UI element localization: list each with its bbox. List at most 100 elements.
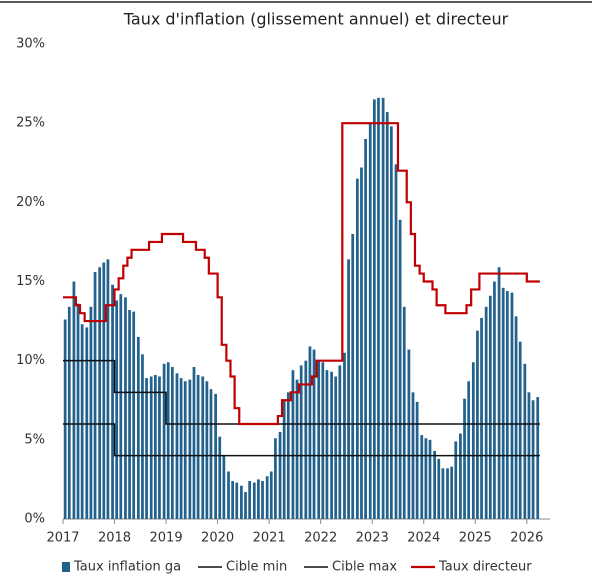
bar xyxy=(102,262,106,519)
bar xyxy=(450,466,454,519)
bar xyxy=(523,363,527,519)
x-tick-label: 2018 xyxy=(98,531,131,546)
bar xyxy=(80,324,84,519)
bar xyxy=(505,291,509,519)
bar xyxy=(377,97,380,519)
bar xyxy=(299,365,303,519)
bar xyxy=(72,281,76,519)
bar xyxy=(274,438,277,519)
legend-label: Cible max xyxy=(332,560,397,575)
bar xyxy=(166,362,170,519)
bar xyxy=(257,479,260,519)
bar xyxy=(227,471,230,519)
y-tick-label: 5% xyxy=(24,432,45,447)
line-series xyxy=(63,423,540,457)
bar xyxy=(76,303,80,519)
bar xyxy=(381,97,385,519)
bar xyxy=(188,379,192,519)
bar xyxy=(471,362,475,519)
bar xyxy=(153,374,157,519)
bar xyxy=(476,330,479,519)
bar xyxy=(63,319,67,519)
bar xyxy=(98,267,102,519)
bar xyxy=(480,317,483,519)
bar xyxy=(261,481,264,519)
bar xyxy=(415,401,419,519)
bar xyxy=(501,287,505,519)
bar xyxy=(437,458,441,519)
bar xyxy=(304,360,308,519)
bar xyxy=(214,393,218,519)
bar xyxy=(364,139,367,519)
bar xyxy=(424,438,428,519)
bar xyxy=(89,306,93,519)
bar xyxy=(170,367,174,519)
bar xyxy=(407,349,411,519)
bar xyxy=(351,234,355,519)
bar xyxy=(518,341,522,519)
chart-title: Taux d'inflation (glissement annuel) et … xyxy=(123,10,509,29)
bar xyxy=(347,259,350,519)
bar xyxy=(433,450,437,519)
bar xyxy=(536,397,540,519)
bar xyxy=(248,481,252,519)
y-tick-label: 0% xyxy=(24,512,45,527)
bar xyxy=(295,379,299,519)
bar xyxy=(218,436,222,519)
bar xyxy=(235,482,239,519)
y-tick-label: 30% xyxy=(16,37,45,52)
bar xyxy=(149,376,153,519)
bar xyxy=(317,360,321,519)
bar xyxy=(441,468,445,519)
bar xyxy=(93,272,97,519)
x-tick-label: 2017 xyxy=(46,531,79,546)
bar xyxy=(244,492,247,519)
bar xyxy=(428,439,432,519)
bar xyxy=(467,381,471,519)
bar xyxy=(334,376,338,519)
bar xyxy=(209,389,213,519)
bar xyxy=(269,471,273,519)
bar xyxy=(282,400,286,519)
bar xyxy=(111,284,114,519)
line-series xyxy=(63,122,540,426)
bar xyxy=(192,367,196,519)
bar xyxy=(175,373,179,519)
y-tick-label: 15% xyxy=(16,274,45,289)
bar xyxy=(278,431,282,519)
x-tick-label: 2021 xyxy=(253,531,286,546)
bar xyxy=(368,123,372,520)
bar xyxy=(510,292,514,519)
legend-label: Cible min xyxy=(226,560,287,575)
bar xyxy=(106,259,110,519)
x-tick-label: 2026 xyxy=(510,531,543,546)
x-tick-label: 2019 xyxy=(150,531,183,546)
bar xyxy=(85,327,89,519)
bar xyxy=(132,311,136,519)
bar xyxy=(240,485,243,519)
bar xyxy=(128,310,131,519)
line-series xyxy=(63,359,540,425)
bar xyxy=(145,378,148,519)
bar xyxy=(291,370,295,519)
bar xyxy=(531,400,535,519)
bar xyxy=(231,481,235,519)
bar xyxy=(222,455,226,519)
bar xyxy=(308,346,312,519)
bar xyxy=(446,468,449,519)
bar xyxy=(158,376,161,519)
bar xyxy=(355,178,359,520)
legend-swatch xyxy=(62,562,70,572)
bar xyxy=(488,295,492,519)
y-tick-label: 25% xyxy=(16,116,45,131)
bar xyxy=(330,371,333,519)
bar xyxy=(420,435,424,519)
bar xyxy=(372,99,376,520)
bar xyxy=(201,376,205,519)
x-tick-label: 2020 xyxy=(201,531,234,546)
x-tick-label: 2022 xyxy=(304,531,337,546)
bar xyxy=(136,336,140,519)
bar xyxy=(183,381,187,519)
bar xyxy=(119,294,123,519)
